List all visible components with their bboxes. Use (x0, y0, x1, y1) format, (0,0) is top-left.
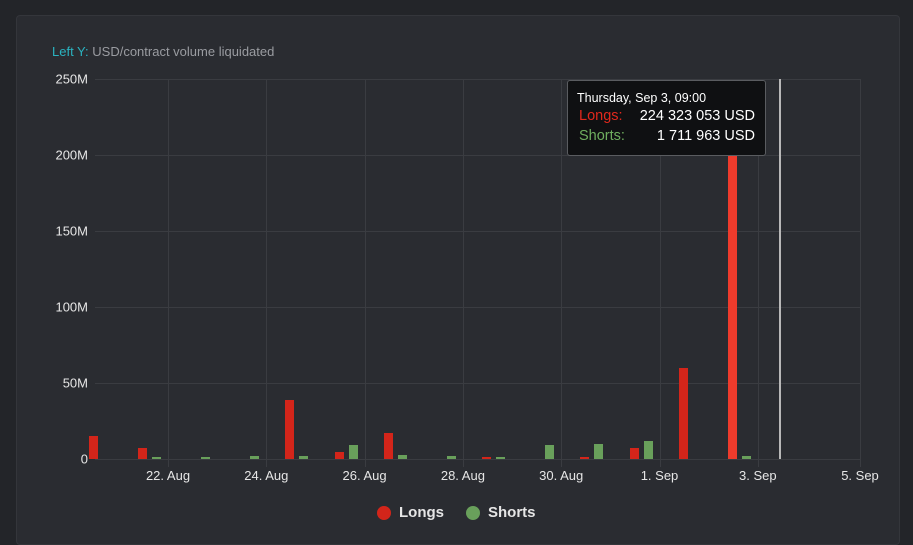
y-axis-title-text: USD/contract volume liquidated (92, 44, 275, 59)
bar-longs[interactable] (88, 436, 98, 459)
x-tick-label: 5. Sep (841, 468, 879, 483)
bar-longs[interactable] (334, 452, 344, 459)
tooltip-shorts-label: Shorts: (579, 128, 625, 144)
y-axis-title: Left Y: USD/contract volume liquidated (52, 44, 274, 59)
y-tick-label: 100M (55, 299, 88, 315)
gridline-v (168, 79, 169, 467)
bar-longs[interactable] (138, 447, 147, 459)
x-tick-label: 22. Aug (145, 468, 191, 483)
gridline-v (462, 79, 464, 467)
bar-shorts[interactable] (348, 445, 358, 459)
y-tick-label: 0 (80, 451, 88, 467)
gridline-v (364, 79, 366, 467)
shorts-dot-icon (466, 505, 480, 520)
x-tick-label: 30. Aug (539, 468, 584, 483)
tooltip-shorts-value: 1 711 963 USD (656, 128, 755, 144)
tooltip: Thursday, Sep 3, 09:00 Longs: 224 323 05… (567, 80, 766, 156)
gridline-v (266, 79, 268, 467)
tooltip-longs-row: Longs: 224 323 053 USD (577, 108, 765, 128)
bar-shorts[interactable] (152, 457, 161, 459)
legend-shorts-label: Shorts (488, 504, 536, 521)
x-tick-label: 24. Aug (244, 468, 289, 483)
gridline-h (95, 307, 860, 308)
bar-longs[interactable] (678, 367, 688, 459)
bar-longs[interactable] (580, 457, 590, 459)
bar-longs[interactable] (727, 118, 737, 459)
bar-shorts[interactable] (299, 455, 309, 459)
bar-longs[interactable] (383, 433, 393, 459)
tooltip-shorts-row: Shorts: 1 711 963 USD (577, 128, 765, 148)
bar-longs[interactable] (285, 399, 295, 459)
bar-shorts[interactable] (545, 445, 555, 459)
tooltip-longs-label: Longs: (579, 108, 623, 124)
bar-shorts[interactable] (643, 440, 653, 459)
plot-area[interactable] (88, 79, 861, 467)
legend-item-shorts[interactable]: Shorts (466, 504, 536, 521)
longs-dot-icon (377, 505, 391, 520)
y-tick-label: 250M (55, 71, 88, 87)
y-tick-label: 200M (55, 147, 88, 163)
bar-longs[interactable] (482, 457, 492, 459)
gridline-v (757, 79, 759, 467)
gridline-h (95, 79, 860, 80)
crosshair-line (779, 79, 781, 459)
bar-shorts[interactable] (741, 456, 751, 459)
x-tick-label: 3. Sep (739, 468, 777, 483)
gridline-h (95, 155, 860, 156)
x-tick-label: 28. Aug (440, 468, 485, 483)
bar-shorts[interactable] (201, 457, 211, 459)
x-tick-label: 26. Aug (342, 468, 387, 483)
x-tick-label: 1. Sep (640, 468, 679, 483)
y-tick-label: 150M (55, 223, 88, 239)
legend: Longs Shorts (377, 504, 536, 521)
gridline-v (561, 79, 563, 467)
gridline-v (860, 79, 861, 467)
bar-shorts[interactable] (446, 455, 456, 459)
legend-longs-label: Longs (399, 504, 444, 521)
bar-longs[interactable] (629, 448, 639, 459)
bar-shorts[interactable] (397, 455, 407, 459)
bar-shorts[interactable] (594, 443, 604, 459)
legend-item-longs[interactable]: Longs (377, 504, 444, 521)
gridline-v (659, 79, 661, 467)
y-axis-title-label: Left Y: (52, 44, 89, 59)
tooltip-longs-value: 224 323 053 USD (639, 108, 755, 124)
tooltip-title: Thursday, Sep 3, 09:00 (577, 91, 707, 105)
gridline-h (95, 459, 860, 460)
gridline-h (95, 231, 860, 232)
bar-shorts[interactable] (496, 457, 506, 459)
gridline-h (95, 383, 860, 384)
bar-shorts[interactable] (250, 455, 260, 459)
y-tick-label: 50M (62, 375, 88, 391)
